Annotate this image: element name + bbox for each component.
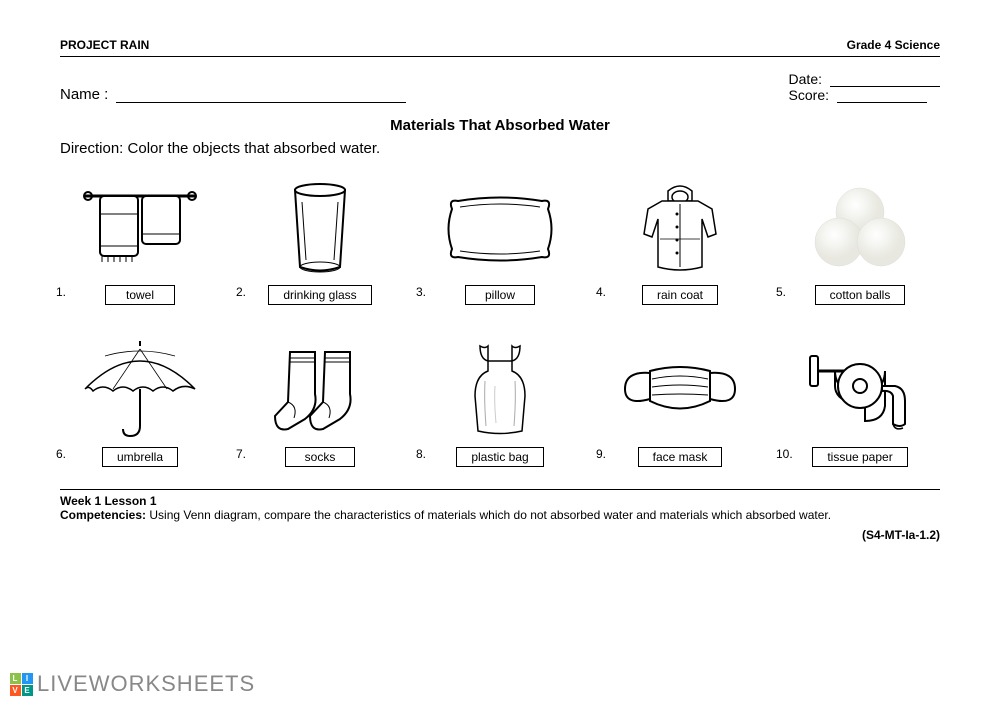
item-number: 4. — [596, 285, 606, 299]
worksheet-title: Materials That Absorbed Water — [60, 117, 940, 134]
item-plastic-bag[interactable]: 8. plastic bag — [420, 341, 580, 467]
watermark-text: LIVEWORKSHEETS — [37, 671, 255, 697]
items-row-2: 6. umbrella 7. socks — [60, 341, 940, 467]
name-blank[interactable] — [116, 89, 406, 103]
direction-text: Direction: Color the objects that absorb… — [60, 140, 940, 157]
item-number: 6. — [56, 447, 66, 461]
socks-icon — [260, 341, 380, 441]
item-label: umbrella — [102, 447, 178, 467]
item-number: 8. — [416, 447, 426, 461]
competencies-label: Competencies: — [60, 508, 146, 522]
item-label: drinking glass — [268, 285, 371, 305]
item-drinking-glass[interactable]: 2. drinking glass — [240, 179, 400, 305]
header-row: PROJECT RAIN Grade 4 Science — [60, 38, 940, 52]
item-face-mask[interactable]: 9. face mask — [600, 341, 760, 467]
item-number: 7. — [236, 447, 246, 461]
cotton-balls-icon — [800, 179, 920, 279]
date-score-block: Date: Score: — [789, 71, 940, 103]
umbrella-icon — [80, 341, 200, 441]
item-number: 3. — [416, 285, 426, 299]
header-left: PROJECT RAIN — [60, 38, 149, 52]
logo-tile: L — [10, 673, 21, 684]
raincoat-icon — [620, 179, 740, 279]
header-right: Grade 4 Science — [847, 38, 940, 52]
logo-tile: E — [22, 685, 33, 696]
item-towel[interactable]: 1. towel — [60, 179, 220, 305]
item-number: 1. — [56, 285, 66, 299]
logo-tile: V — [10, 685, 21, 696]
item-label: pillow — [465, 285, 535, 305]
item-socks[interactable]: 7. socks — [240, 341, 400, 467]
pillow-icon — [440, 179, 560, 279]
item-umbrella[interactable]: 6. umbrella — [60, 341, 220, 467]
item-label: cotton balls — [815, 285, 906, 305]
item-rain-coat[interactable]: 4. rain coat — [600, 179, 760, 305]
item-tissue-paper[interactable]: 10. tissue paper — [780, 341, 940, 467]
glass-icon — [260, 179, 380, 279]
tissue-paper-icon — [800, 341, 920, 441]
item-label: face mask — [638, 447, 723, 467]
footer-code: (S4-MT-Ia-1.2) — [60, 528, 940, 542]
worksheet-page: PROJECT RAIN Grade 4 Science Name : Date… — [0, 0, 1000, 542]
header-rule — [60, 56, 940, 57]
liveworksheets-watermark: L I V E LIVEWORKSHEETS — [10, 671, 255, 697]
items-grid: 1. towel 2. drinking glass — [60, 179, 940, 467]
name-block: Name : — [60, 71, 406, 103]
items-row-1: 1. towel 2. drinking glass — [60, 179, 940, 305]
logo-tile: I — [22, 673, 33, 684]
score-blank[interactable] — [837, 89, 927, 103]
footer: Week 1 Lesson 1 Competencies: Using Venn… — [60, 489, 940, 542]
info-row: Name : Date: Score: — [60, 71, 940, 103]
plastic-bag-icon — [440, 341, 560, 441]
item-pillow[interactable]: 3. pillow — [420, 179, 580, 305]
item-label: rain coat — [642, 285, 718, 305]
item-label: tissue paper — [812, 447, 907, 467]
item-label: towel — [105, 285, 175, 305]
item-number: 5. — [776, 285, 786, 299]
watermark-logo-icon: L I V E — [10, 673, 33, 696]
item-number: 10. — [776, 447, 793, 461]
date-label: Date: — [789, 71, 822, 87]
face-mask-icon — [620, 341, 740, 441]
name-label: Name : — [60, 86, 108, 103]
footer-week: Week 1 Lesson 1 — [60, 494, 940, 508]
item-number: 9. — [596, 447, 606, 461]
date-blank[interactable] — [830, 73, 940, 87]
towel-icon — [80, 179, 200, 279]
competencies-text: Using Venn diagram, compare the characte… — [146, 508, 831, 522]
item-label: socks — [285, 447, 355, 467]
item-number: 2. — [236, 285, 246, 299]
item-cotton-balls[interactable]: 5. cotton balls — [780, 179, 940, 305]
item-label: plastic bag — [456, 447, 543, 467]
score-label: Score: — [789, 87, 829, 103]
